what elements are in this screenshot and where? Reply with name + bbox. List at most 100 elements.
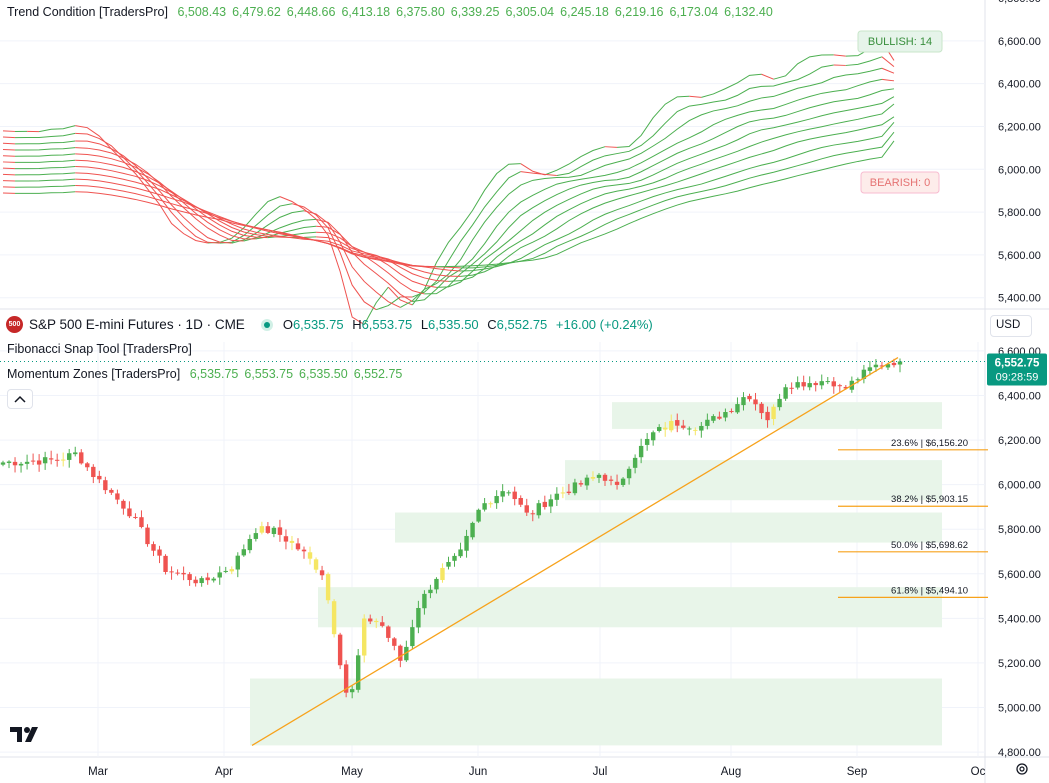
candle-body (283, 536, 289, 542)
market-status-icon[interactable] (260, 318, 273, 331)
candle-body (867, 367, 873, 371)
trend-line-segment (75, 140, 232, 244)
candle-body (470, 522, 475, 538)
candle-body (578, 483, 584, 485)
candle-body (506, 492, 511, 494)
trend-condition-value: 6,479.62 (232, 5, 281, 19)
momentum-zone (612, 402, 942, 429)
close-value: 6,552.75 (496, 317, 548, 332)
candle-body (735, 404, 740, 413)
fib-label: 23.6% | $6,156.20 (891, 438, 968, 449)
trend-condition-header: Trend Condition [TradersPro] 6,508.43 6,4… (7, 5, 779, 19)
candle-body (289, 540, 295, 543)
candle-body (386, 626, 391, 638)
fib-indicator-label[interactable]: Fibonacci Snap Tool [TradersPro] (7, 342, 192, 356)
candle-body (837, 385, 842, 387)
candle-body (777, 398, 782, 408)
momentum-zones-header[interactable]: Momentum Zones [TradersPro] 6,535.75 6,55… (7, 367, 408, 381)
candle-body (199, 578, 204, 584)
trend-line-segment (2, 130, 16, 132)
candle-body (61, 459, 66, 461)
currency-selector[interactable]: USD (990, 315, 1032, 337)
candle-body (476, 509, 481, 522)
collapse-legend-button[interactable] (7, 389, 33, 409)
momentum-zones-value: 6,553.75 (244, 367, 294, 381)
candle-body (0, 462, 6, 465)
candle-body (121, 500, 126, 509)
candle-body (602, 474, 608, 481)
candle-body (795, 382, 800, 388)
candle-body (542, 501, 548, 508)
candle-body (831, 381, 836, 387)
trend-condition-values: 6,508.43 6,479.62 6,448.66 6,413.18 6,375.80… (177, 5, 778, 19)
candle-body (79, 452, 84, 464)
trend-line-segment (448, 103, 895, 282)
candle-body (313, 559, 319, 570)
settings-gear-icon[interactable] (1014, 761, 1030, 777)
trend-line-segment (75, 159, 268, 239)
candle-body (175, 572, 180, 574)
candle-body (416, 607, 421, 628)
candle-body (638, 445, 644, 458)
candle-body (482, 503, 487, 510)
candle-body (337, 634, 343, 666)
trend-line-segment (75, 178, 461, 272)
candle-body (512, 491, 517, 500)
chevron-up-icon (14, 395, 26, 403)
top-price-tick: 5,400.00 (998, 293, 1041, 305)
time-label: Sep (847, 766, 867, 778)
candle-body (139, 517, 144, 528)
symbol-title[interactable]: S&P 500 E-mini Futures · 1D · CME (29, 317, 245, 332)
trend-line-segment (520, 171, 557, 177)
trend-condition-value: 6,375.80 (396, 5, 445, 19)
trend-line-segment (75, 132, 220, 244)
candle-body (109, 489, 114, 493)
trend-condition-value: 6,245.18 (560, 5, 609, 19)
candle-body (151, 544, 156, 551)
candle-body (331, 601, 337, 635)
main-price-tick: 5,600.00 (998, 569, 1041, 581)
candle-body (687, 428, 692, 430)
candle-body (759, 403, 764, 414)
open-value: 6,535.75 (292, 317, 344, 332)
trend-line-segment (15, 132, 76, 139)
bullish-badge-text: BULLISH: 14 (868, 36, 932, 48)
candle-body (422, 593, 427, 609)
candle-body (873, 364, 879, 368)
candle-body (650, 432, 656, 441)
trend-line-segment (363, 286, 389, 325)
fib-label: 50.0% | $5,698.62 (891, 540, 968, 551)
trend-line-segment (2, 148, 16, 151)
candle-body (891, 362, 897, 366)
candle-body (590, 476, 596, 479)
trend-line-segment (39, 125, 76, 133)
main-price-tick: 4,800.00 (998, 747, 1041, 759)
tradingview-logo-icon[interactable] (8, 724, 42, 749)
candle-body (458, 549, 463, 557)
trend-line-segment (436, 140, 895, 268)
trend-line-segment (881, 78, 895, 82)
time-label: Jul (593, 766, 608, 778)
candle-body (572, 482, 578, 494)
candle-body (36, 460, 42, 465)
trend-line-segment (773, 54, 834, 80)
trend-line-segment (231, 210, 305, 244)
candle-body (524, 505, 529, 513)
trend-line-segment (15, 153, 76, 157)
candle-body (747, 395, 752, 400)
candle-body (127, 508, 132, 517)
candle-body (157, 549, 162, 556)
candle-body (596, 474, 602, 478)
candle-body (771, 406, 776, 420)
trend-line-segment (556, 64, 834, 177)
trend-badges: BULLISH: 14 BEARISH: 0 (857, 30, 943, 194)
candle-body (12, 461, 18, 466)
trend-line-segment (617, 95, 690, 148)
candle-body (319, 570, 325, 576)
momentum-zones-values: 6,535.75 6,553.75 6,535.50 6,552.75 (190, 367, 409, 381)
candle-body (205, 577, 210, 581)
time-label: Mar (88, 766, 108, 778)
